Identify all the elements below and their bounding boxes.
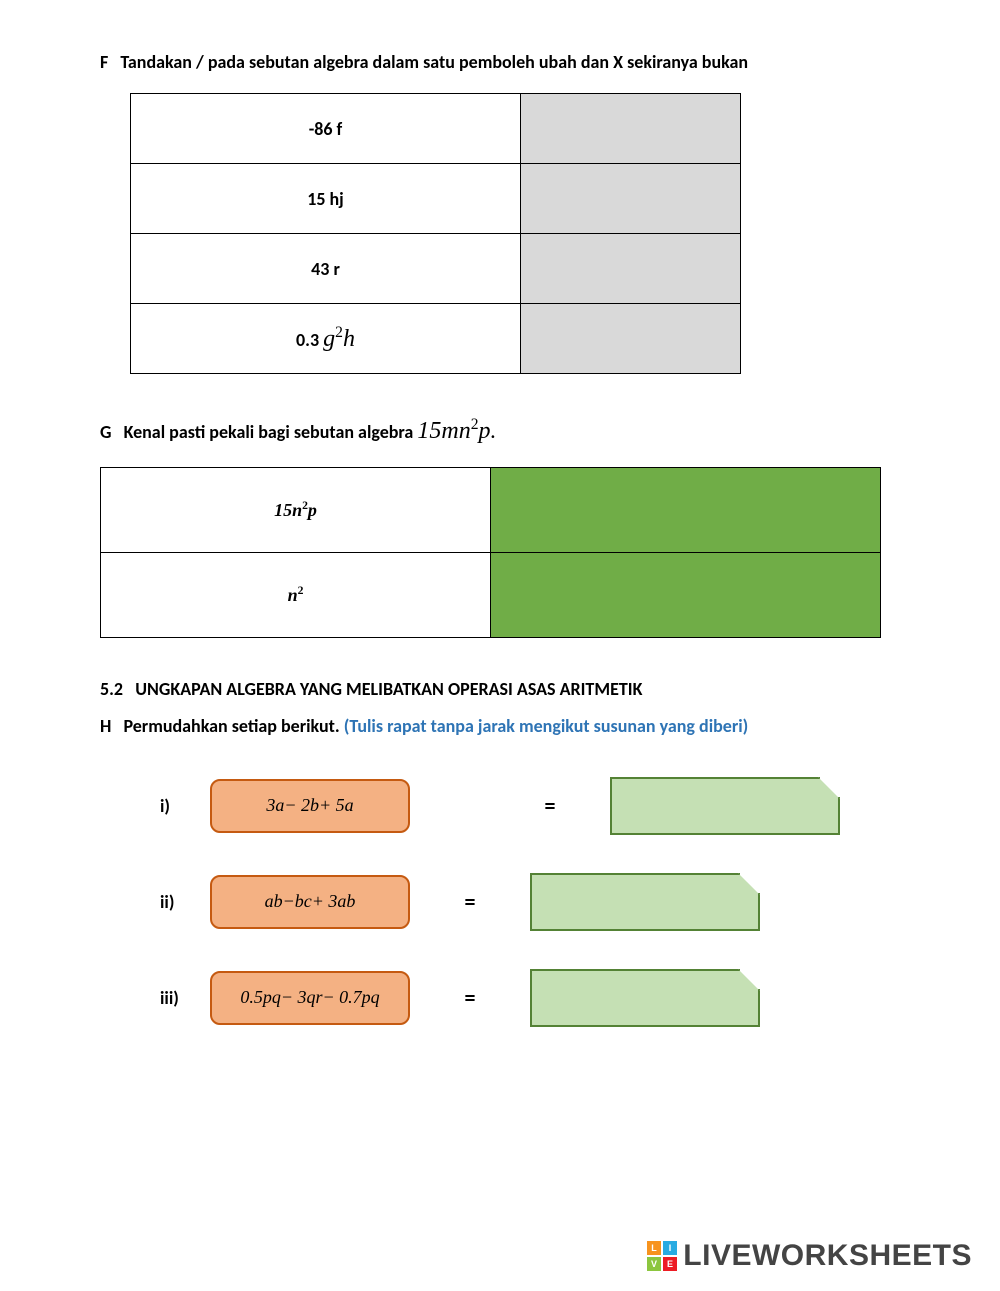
table-row: 15n2p — [101, 467, 881, 552]
section-h-label: H — [100, 715, 111, 737]
f-expr-4: 0.3 g2h — [131, 304, 521, 374]
watermark-text: LIVEWORKSHEETS — [683, 1239, 972, 1273]
section-h-instruction: H Permudahkan setiap berikut. (Tulis rap… — [100, 714, 900, 739]
section-g-table: 15n2p n2 — [100, 467, 881, 638]
g-answer-1[interactable] — [491, 467, 881, 552]
section-g-text-prefix: Kenal pasti pekali bagi sebutan algebra — [124, 421, 418, 443]
f-expr-2: 15 hj — [131, 164, 521, 234]
table-row: n2 — [101, 552, 881, 637]
section-f-table: -86 f 15 hj 43 r 0.3 g2h — [130, 93, 741, 374]
section-h-text: Permudahkan setiap berikut. — [123, 715, 339, 737]
f-answer-3[interactable] — [521, 234, 741, 304]
liveworksheets-watermark: LIVE LIVEWORKSHEETS — [647, 1239, 972, 1273]
table-row: 43 r — [131, 234, 741, 304]
h-row-1: i) 3a − 2b + 5a = — [160, 777, 900, 835]
h-expr-1: 3a − 2b + 5a — [210, 779, 410, 833]
section-f-label: F — [100, 51, 108, 73]
table-row: 15 hj — [131, 164, 741, 234]
h-answer-2[interactable] — [530, 873, 760, 931]
equals-sign: = — [410, 792, 610, 819]
section-g-text-suffix: . — [491, 421, 496, 443]
h-num-2: ii) — [160, 891, 210, 913]
section-g-label: G — [100, 421, 111, 443]
h-num-1: i) — [160, 795, 210, 817]
table-row: 0.3 g2h — [131, 304, 741, 374]
g-expr-2: n2 — [101, 552, 491, 637]
h-expr-3: 0.5pq − 3qr − 0.7pq — [210, 971, 410, 1025]
f-answer-2[interactable] — [521, 164, 741, 234]
equals-sign: = — [410, 984, 530, 1011]
section-h-note: (Tulis rapat tanpa jarak mengikut susuna… — [344, 715, 749, 737]
h-row-2: ii) ab − bc + 3ab = — [160, 873, 900, 931]
watermark-logo-icon: LIVE — [647, 1241, 677, 1271]
equals-sign: = — [410, 888, 530, 915]
h-answer-3[interactable] — [530, 969, 760, 1027]
f-answer-1[interactable] — [521, 94, 741, 164]
table-row: -86 f — [131, 94, 741, 164]
g-answer-2[interactable] — [491, 552, 881, 637]
g-expr-1: 15n2p — [101, 467, 491, 552]
section-f-text: Tandakan / pada sebutan algebra dalam sa… — [120, 51, 748, 73]
section-g-instruction: G Kenal pasti pekali bagi sebutan algebr… — [100, 414, 900, 449]
section-5-2-number: 5.2 — [100, 678, 123, 700]
f-answer-4[interactable] — [521, 304, 741, 374]
h-expr-2: ab − bc + 3ab — [210, 875, 410, 929]
section-g-math: 15mn2p — [417, 418, 490, 444]
f-expr-3: 43 r — [131, 234, 521, 304]
section-f-instruction: F Tandakan / pada sebutan algebra dalam … — [100, 50, 900, 75]
section-5-2-heading: 5.2 UNGKAPAN ALGEBRA YANG MELIBATKAN OPE… — [100, 678, 900, 700]
f-expr-1: -86 f — [131, 94, 521, 164]
h-num-3: iii) — [160, 987, 210, 1009]
h-row-3: iii) 0.5pq − 3qr − 0.7pq = — [160, 969, 900, 1027]
h-answer-1[interactable] — [610, 777, 840, 835]
section-5-2-title: UNGKAPAN ALGEBRA YANG MELIBATKAN OPERASI… — [135, 678, 642, 700]
